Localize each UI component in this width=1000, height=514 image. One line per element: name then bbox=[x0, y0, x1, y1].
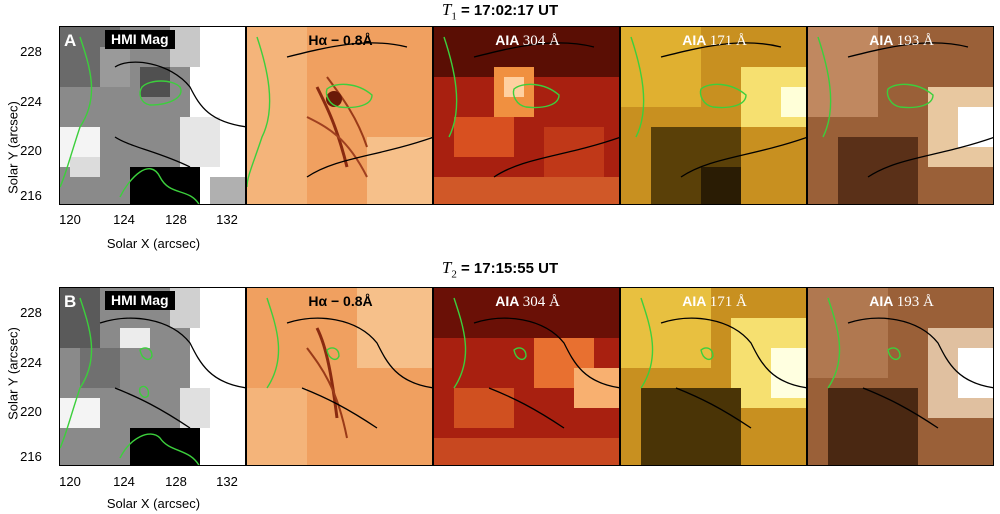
panel-aia193-row-2: AIA 193 Å bbox=[807, 287, 994, 466]
y-axis-label-row-2: Solar Y (arcsec) bbox=[5, 327, 21, 420]
time-symbol: T1 bbox=[441, 0, 457, 23]
row-2-title: T2 = 17:15:55 UT bbox=[0, 258, 1000, 280]
x-tick: 124 bbox=[113, 474, 135, 489]
y-tick: 216 bbox=[20, 188, 42, 203]
time-symbol: T2 bbox=[441, 258, 457, 281]
x-axis-label-row-2: Solar X (arcsec) bbox=[106, 496, 201, 511]
x-axis-label-row-1: Solar X (arcsec) bbox=[106, 236, 201, 251]
halpha-image bbox=[247, 288, 432, 465]
x-tick: 132 bbox=[216, 212, 238, 227]
x-tick: 120 bbox=[59, 474, 81, 489]
aia193-image bbox=[808, 27, 993, 204]
y-tick: 228 bbox=[20, 44, 42, 59]
x-tick: 124 bbox=[113, 212, 135, 227]
panel-hmi-row-2: B HMI Mag bbox=[59, 287, 246, 466]
aia171-image bbox=[621, 27, 806, 204]
aia304-image bbox=[434, 288, 619, 465]
panel-label: Hα − 0.8Å bbox=[308, 32, 373, 48]
panel-label: Hα − 0.8Å bbox=[308, 293, 373, 309]
row-1-title: T1 = 17:02:17 UT bbox=[0, 0, 1000, 22]
x-tick: 128 bbox=[165, 212, 187, 227]
y-tick: 228 bbox=[20, 305, 42, 320]
panel-label: AIA 171 Å bbox=[682, 293, 747, 310]
aia171-image bbox=[621, 288, 806, 465]
panel-aia304-row-1: AIA 304 Å bbox=[433, 26, 620, 205]
panel-letter: A bbox=[64, 31, 77, 50]
y-tick: 220 bbox=[20, 404, 42, 419]
time-label: = 17:02:17 UT bbox=[461, 2, 559, 19]
x-tick: 120 bbox=[59, 212, 81, 227]
panel-halpha-row-1: Hα − 0.8Å bbox=[246, 26, 433, 205]
panel-label: AIA 193 Å bbox=[869, 293, 934, 310]
y-tick: 216 bbox=[20, 449, 42, 464]
y-tick: 224 bbox=[20, 94, 42, 109]
halpha-image bbox=[247, 27, 432, 204]
panel-label: HMI Mag bbox=[105, 291, 175, 310]
panel-label: AIA 304 Å bbox=[495, 293, 560, 310]
panel-aia171-row-1: AIA 171 Å bbox=[620, 26, 807, 205]
panel-label: AIA 193 Å bbox=[869, 32, 934, 49]
panel-letter: B bbox=[64, 292, 77, 311]
time-label: = 17:15:55 UT bbox=[461, 260, 559, 277]
y-tick: 220 bbox=[20, 143, 42, 158]
hmi-magnetogram-image bbox=[60, 288, 245, 465]
x-tick: 128 bbox=[165, 474, 187, 489]
panel-label: AIA 304 Å bbox=[495, 32, 560, 49]
aia193-image bbox=[808, 288, 993, 465]
panel-label: HMI Mag bbox=[105, 30, 175, 49]
y-tick: 224 bbox=[20, 355, 42, 370]
panel-halpha-row-2: Hα − 0.8Å bbox=[246, 287, 433, 466]
aia304-image bbox=[434, 27, 619, 204]
panel-label: AIA 171 Å bbox=[682, 32, 747, 49]
panel-aia193-row-1: AIA 193 Å bbox=[807, 26, 994, 205]
panel-aia171-row-2: AIA 171 Å bbox=[620, 287, 807, 466]
panel-aia304-row-2: AIA 304 Å bbox=[433, 287, 620, 466]
panel-hmi-row-1: A HMI Mag bbox=[59, 26, 246, 205]
hmi-magnetogram-image bbox=[60, 27, 245, 204]
x-tick: 132 bbox=[216, 474, 238, 489]
